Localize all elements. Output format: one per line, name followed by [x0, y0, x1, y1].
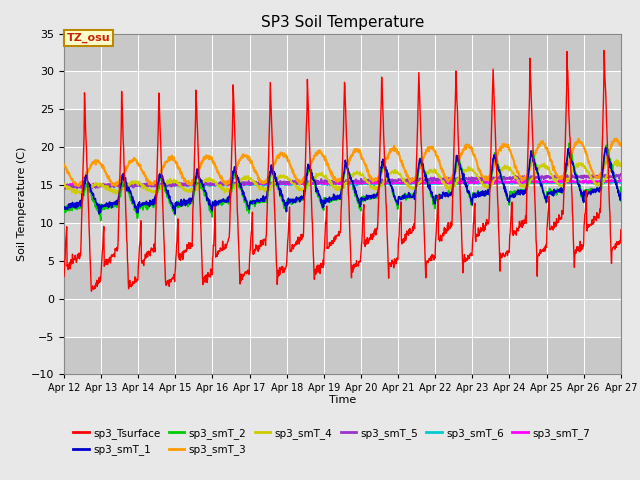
Title: SP3 Soil Temperature: SP3 Soil Temperature — [260, 15, 424, 30]
Bar — [64, 299, 621, 336]
Bar — [64, 147, 621, 185]
Bar — [64, 72, 621, 109]
Bar — [64, 109, 621, 147]
Text: TZ_osu: TZ_osu — [67, 33, 111, 43]
Bar — [64, 185, 621, 223]
X-axis label: Time: Time — [329, 395, 356, 405]
Y-axis label: Soil Temperature (C): Soil Temperature (C) — [17, 147, 27, 261]
Legend: sp3_Tsurface, sp3_smT_1, sp3_smT_2, sp3_smT_3, sp3_smT_4, sp3_smT_5, sp3_smT_6, : sp3_Tsurface, sp3_smT_1, sp3_smT_2, sp3_… — [69, 424, 594, 459]
Bar — [64, 223, 621, 261]
Bar — [64, 261, 621, 299]
Bar — [64, 34, 621, 72]
Bar — [64, 336, 621, 374]
